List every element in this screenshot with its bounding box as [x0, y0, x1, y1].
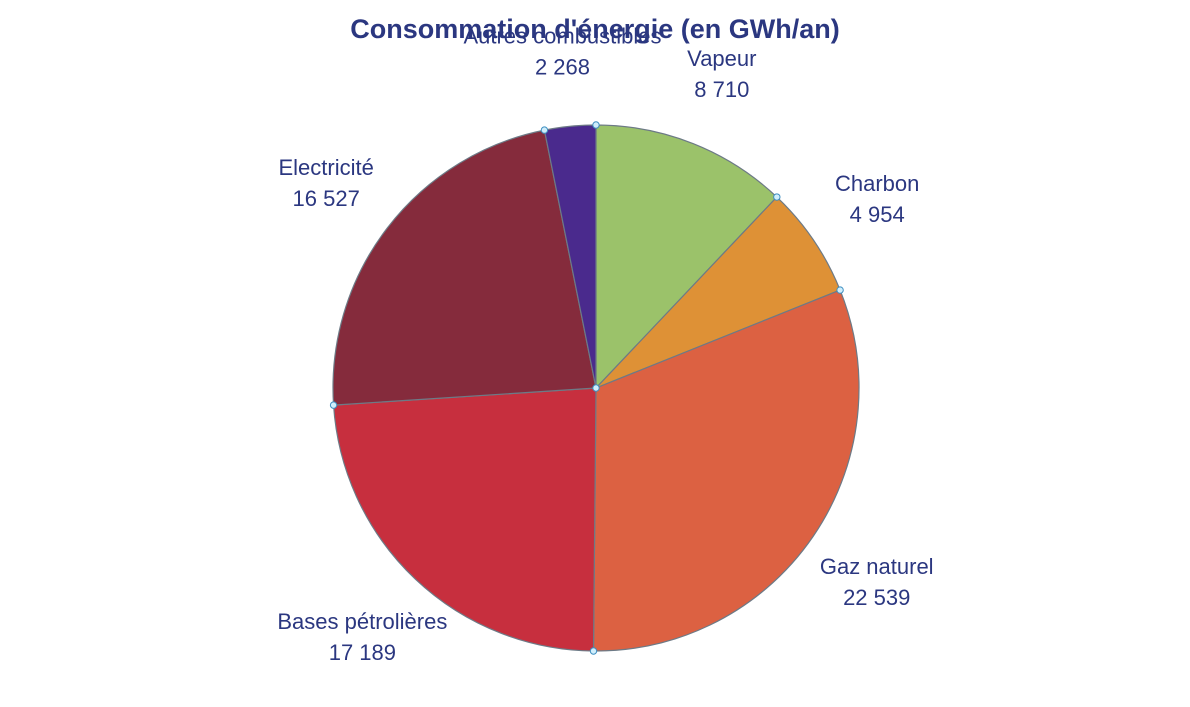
selection-handle[interactable]	[329, 401, 338, 409]
selection-handle[interactable]	[836, 286, 844, 294]
pie-slices	[332, 124, 860, 652]
selection-handle[interactable]	[773, 193, 781, 201]
slice-label-autres-combustibles: Autres combustibles 2 268	[463, 24, 661, 80]
slice-label-value: 2 268	[535, 55, 590, 80]
slice-label-name: Charbon	[835, 171, 919, 196]
slice-label-vapeur: Vapeur 8 710	[687, 46, 756, 102]
slice-label-electricite: Electricité 16 527	[279, 155, 374, 211]
pie-slice-electricite[interactable]	[332, 129, 597, 406]
slice-label-name: Autres combustibles	[463, 24, 661, 49]
selection-handle[interactable]	[592, 121, 600, 129]
slice-label-charbon: Charbon 4 954	[835, 171, 919, 227]
slice-label-name: Vapeur	[687, 46, 756, 71]
slice-label-name: Bases pétrolières	[277, 609, 447, 634]
selection-handle[interactable]	[589, 647, 598, 655]
pie-slice-bases-petrolieres[interactable]	[332, 387, 597, 652]
pie-slice-vapeur[interactable]	[595, 124, 778, 390]
slice-label-value: 16 527	[293, 186, 360, 211]
slice-label-gaz-naturel: Gaz naturel 22 539	[820, 554, 934, 610]
pie-slice-gaz-naturel[interactable]	[592, 289, 860, 652]
slice-label-value: 22 539	[843, 585, 910, 610]
selection-handle[interactable]	[592, 384, 600, 392]
selection-handles	[329, 121, 844, 655]
slice-label-bases-petrolieres: Bases pétrolières 17 189	[277, 609, 447, 665]
slice-label-name: Electricité	[279, 155, 374, 180]
slice-label-value: 17 189	[329, 640, 396, 665]
slice-label-value: 4 954	[850, 202, 905, 227]
slice-label-name: Gaz naturel	[820, 554, 934, 579]
selection-handle[interactable]	[540, 126, 549, 134]
slice-labels: Vapeur 8 710 Charbon 4 954 Gaz naturel 22 539…	[277, 24, 933, 665]
chart-title: Consommation d'énergie (en GWh/an)	[350, 14, 840, 44]
slice-label-value: 8 710	[694, 77, 749, 102]
